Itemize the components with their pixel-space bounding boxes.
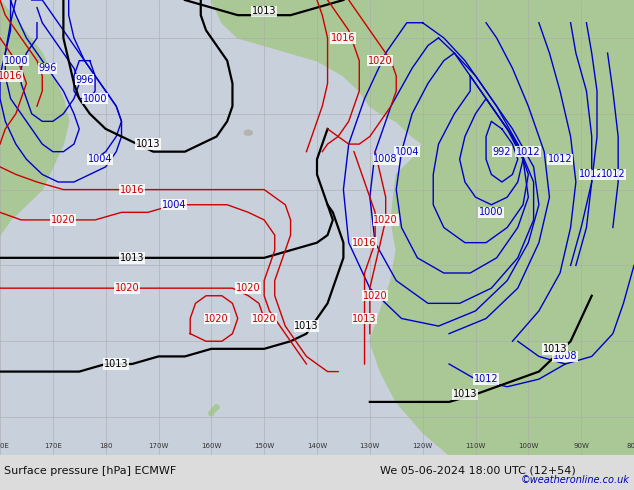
Text: ©weatheronline.co.uk: ©weatheronline.co.uk [521, 475, 630, 485]
Text: We 05-06-2024 18:00 UTC (12+54): We 05-06-2024 18:00 UTC (12+54) [380, 466, 576, 475]
Text: 1000: 1000 [4, 56, 28, 66]
Text: 80W: 80W [626, 443, 634, 449]
Text: 1013: 1013 [120, 253, 145, 263]
Text: 180: 180 [99, 443, 112, 449]
Text: 1012: 1012 [548, 154, 573, 164]
Text: 120W: 120W [413, 443, 433, 449]
Text: Surface pressure [hPa] ECMWF: Surface pressure [hPa] ECMWF [4, 466, 176, 475]
Text: 1008: 1008 [373, 154, 398, 164]
Text: 1013: 1013 [543, 344, 567, 354]
Text: 1013: 1013 [252, 6, 276, 16]
Text: 110W: 110W [465, 443, 486, 449]
Text: 1012: 1012 [600, 170, 625, 179]
Polygon shape [370, 0, 634, 455]
Polygon shape [0, 0, 68, 235]
Text: 1000: 1000 [479, 207, 503, 218]
Text: 1012: 1012 [516, 147, 541, 157]
Circle shape [209, 411, 214, 416]
Text: 1013: 1013 [353, 314, 377, 323]
Text: 1004: 1004 [88, 154, 113, 164]
Text: 1020: 1020 [115, 283, 139, 293]
Text: 90W: 90W [573, 443, 589, 449]
Circle shape [212, 407, 216, 412]
Text: 1016: 1016 [120, 185, 145, 195]
Text: 1004: 1004 [162, 200, 186, 210]
Text: 1020: 1020 [204, 314, 229, 323]
Text: 1016: 1016 [331, 33, 356, 43]
Text: 1004: 1004 [394, 147, 419, 157]
Text: 1020: 1020 [373, 215, 398, 225]
Text: 1020: 1020 [368, 56, 392, 66]
Text: 996: 996 [39, 63, 56, 73]
Text: 1013: 1013 [453, 390, 477, 399]
Text: 1008: 1008 [553, 351, 578, 362]
Ellipse shape [244, 130, 252, 135]
Text: 130W: 130W [359, 443, 380, 449]
Text: 1012: 1012 [579, 170, 604, 179]
Text: 1016: 1016 [0, 71, 23, 81]
Text: 170W: 170W [148, 443, 169, 449]
Text: 1016: 1016 [353, 238, 377, 247]
Text: 1013: 1013 [104, 359, 129, 369]
Text: 150W: 150W [254, 443, 275, 449]
Text: 160E: 160E [0, 443, 9, 449]
Text: 140W: 140W [307, 443, 327, 449]
Text: 1013: 1013 [294, 321, 319, 331]
Text: 1020: 1020 [51, 215, 75, 225]
Text: 1013: 1013 [136, 139, 160, 149]
Text: 992: 992 [493, 147, 511, 157]
Text: 1012: 1012 [474, 374, 498, 384]
Text: 1020: 1020 [236, 283, 261, 293]
Circle shape [214, 405, 219, 410]
Text: 996: 996 [75, 74, 94, 85]
Text: 1020: 1020 [252, 314, 276, 323]
Text: 170E: 170E [44, 443, 61, 449]
Text: 100W: 100W [518, 443, 538, 449]
Text: 160W: 160W [201, 443, 221, 449]
Text: 1000: 1000 [83, 94, 107, 103]
Polygon shape [211, 0, 634, 205]
Text: 1020: 1020 [363, 291, 387, 301]
